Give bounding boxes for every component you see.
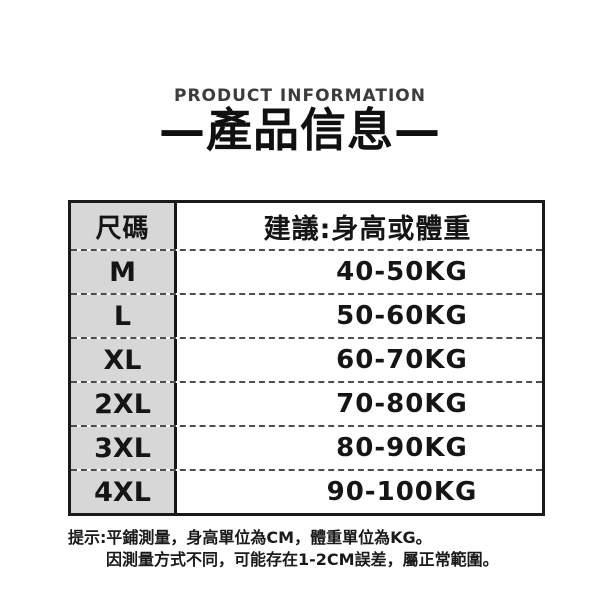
page-title: —產品信息—	[159, 103, 441, 157]
note-line: 因測量方式不同，可能存在1-2CM誤差，屬正常範圍。	[106, 550, 499, 569]
size-cell: L	[71, 295, 177, 337]
size-cell: 2XL	[71, 383, 177, 425]
table-row: XL 60-70KG	[71, 337, 542, 381]
table-row: 3XL 80-90KG	[71, 425, 542, 469]
size-chart-table: 尺碼 建議:身高或體重 M 40-50KG L 50-60KG XL 60-70…	[68, 200, 545, 516]
weight-range-cell: 50-60KG	[336, 301, 468, 331]
weight-range-cell: 90-100KG	[326, 477, 478, 507]
measurement-notes: 提示:平鋪測量，身高單位為CM，體重單位為KG。 因測量方式不同，可能存在1-2…	[68, 527, 568, 571]
size-cell: XL	[71, 339, 177, 381]
table-row: 4XL 90-100KG	[71, 469, 542, 513]
table-row: 2XL 70-80KG	[71, 381, 542, 425]
weight-range-cell: 80-90KG	[336, 433, 468, 463]
weight-range-cell: 40-50KG	[336, 257, 468, 287]
table-header-row: 尺碼 建議:身高或體重	[71, 203, 542, 249]
weight-range-cell: 60-70KG	[336, 345, 468, 375]
size-cell: 3XL	[71, 427, 177, 469]
size-cell: 4XL	[71, 471, 177, 513]
weight-range-cell: 70-80KG	[336, 389, 468, 419]
table-row: M 40-50KG	[71, 249, 542, 293]
size-cell: M	[71, 251, 177, 293]
table-row: L 50-60KG	[71, 293, 542, 337]
column-header-suggestion: 建議:身高或體重	[263, 213, 472, 245]
product-information-subtitle: PRODUCT INFORMATION	[174, 86, 426, 106]
note-line: 提示:平鋪測量，身高單位為CM，體重單位為KG。	[68, 528, 432, 547]
column-header-size: 尺碼	[71, 203, 177, 249]
